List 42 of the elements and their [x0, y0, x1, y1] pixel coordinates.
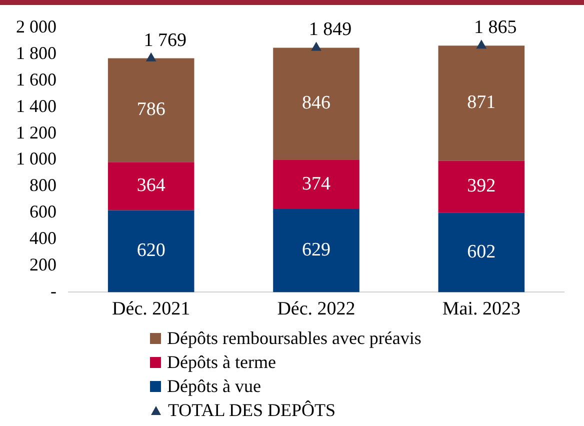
- bar: [108, 58, 194, 162]
- y-tick-label: 1 800: [16, 42, 56, 63]
- data-label: 602: [467, 241, 496, 262]
- y-tick-label: 400: [30, 228, 56, 248]
- bar: [273, 48, 360, 160]
- data-label: 1 849: [308, 19, 352, 40]
- y-tick-label: 200: [30, 254, 56, 274]
- legend-label: Dépôts remboursables avec préavis: [167, 327, 422, 350]
- x-tick-label: Déc. 2022: [277, 298, 356, 320]
- y-tick-label: 2 000: [16, 16, 56, 37]
- data-label: 620: [136, 240, 166, 262]
- data-label: 374: [302, 173, 331, 194]
- bar: [273, 209, 360, 292]
- data-label: 846: [302, 92, 330, 114]
- bar: [108, 210, 194, 292]
- data-label: 629: [302, 240, 330, 261]
- y-tick-label: 1 200: [16, 122, 56, 142]
- point: [146, 52, 156, 62]
- legend-label: TOTAL DES DEPÔTS: [168, 399, 336, 422]
- y-tick-label: 1 000: [16, 148, 56, 169]
- y-tick-label: 1 400: [16, 96, 56, 116]
- bar: [438, 160, 525, 213]
- y-tick-label: 1 600: [16, 69, 56, 90]
- y-tick-label: 600: [30, 202, 56, 222]
- bar: [273, 160, 360, 210]
- y-tick-label: -: [50, 280, 56, 301]
- y-tick-label: 800: [30, 175, 56, 196]
- data-label: 1 865: [474, 17, 517, 38]
- point: [476, 40, 486, 49]
- data-label: 1 769: [144, 30, 186, 51]
- legend-label: Dépôts à terme: [167, 351, 276, 374]
- x-tick-label: Déc. 2021: [112, 298, 190, 320]
- point: [311, 42, 322, 51]
- data-label: 871: [467, 92, 496, 114]
- bar: [438, 212, 525, 292]
- data-label: 392: [467, 176, 496, 197]
- bar: [108, 162, 194, 210]
- data-label: 364: [136, 175, 166, 196]
- data-label: 786: [136, 99, 166, 120]
- legend-label: Dépôts à vue: [167, 375, 261, 398]
- x-tick-label: Mai. 2023: [442, 298, 520, 320]
- bar: [438, 46, 525, 161]
